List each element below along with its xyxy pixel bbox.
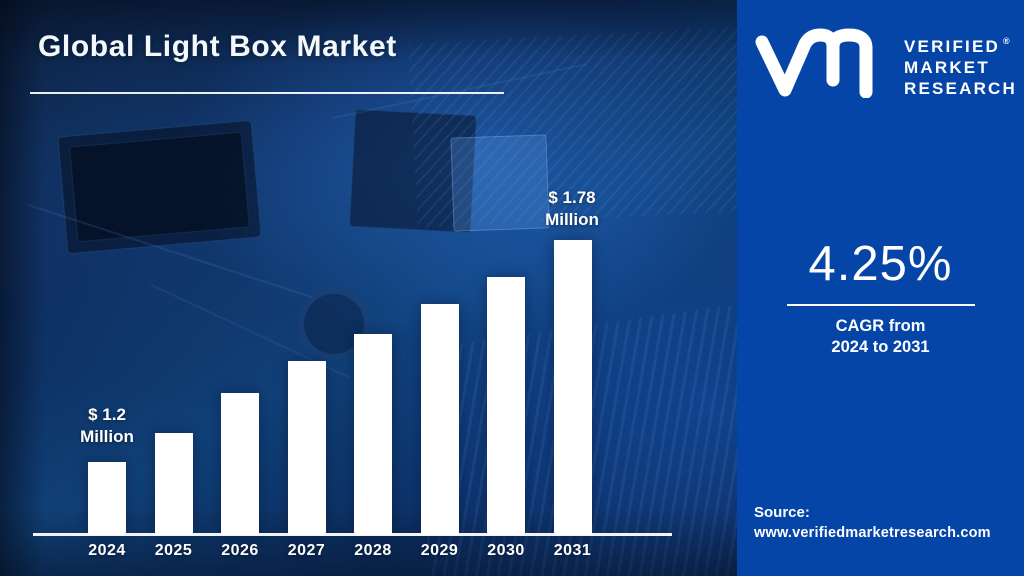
x-tick-label-2024: 2024 [88,542,126,559]
pcb-trace-decoration [332,62,588,120]
bar-2031 [553,240,592,535]
x-tick-label-2025: 2025 [154,542,193,559]
value-label-2031: $ 1.78 Million [517,187,627,231]
value-label-2031-amount: $ 1.78 [548,188,596,207]
x-tick-label-2027: 2027 [287,542,326,559]
value-label-2031-unit: Million [545,210,599,229]
bar-chart: 2024 2025 2026 2027 2028 2029 2030 2031 [88,240,592,559]
bar-2030 [487,277,525,535]
cagr-value: 4.25% [808,237,953,291]
pcb-chip-decoration [348,108,478,234]
bar-column-2029: 2029 [420,240,459,559]
source-label: Source: [754,504,810,521]
brand-wordmark-line2: MARKET [904,58,990,77]
bar-column-2027: 2027 [287,240,326,559]
brand-panel: VERIFIED ® MARKET RESEARCH 4.25% CAGR fro… [737,0,1024,576]
brand-wordmark: VERIFIED ® MARKET RESEARCH [904,31,1017,99]
bar-column-2024: 2024 [88,240,126,559]
brand-wordmark-line3: RESEARCH [904,79,1018,98]
bar-2024 [88,462,126,535]
value-label-2024: $ 1.2 Million [52,404,162,448]
pcb-chip-decoration [57,119,262,255]
bar-2029 [420,304,459,535]
bar-column-2026: 2026 [221,240,259,559]
bar-2027 [287,361,326,535]
x-tick-label-2030: 2030 [487,542,525,559]
vm-monogram-icon [755,28,873,98]
bar-2026 [221,393,259,535]
source-url: www.verifiedmarketresearch.com [754,525,991,541]
cagr-caption-line2: 2024 to 2031 [831,338,930,356]
brand-logo: VERIFIED ® MARKET RESEARCH [752,26,1015,98]
x-tick-label-2026: 2026 [221,542,259,559]
bar-2025 [154,433,193,535]
source-block: Source: www.verifiedmarketresearch.com [754,503,991,543]
chart-section: Global Light Box Market 2024 2025 2026 2027… [0,0,737,576]
x-tick-label-2028: 2028 [354,542,392,559]
registered-trademark-symbol: ® [1003,36,1010,46]
value-label-2024-unit: Million [80,427,134,446]
x-tick-label-2029: 2029 [420,542,459,559]
title-underline [30,92,504,94]
cagr-divider [786,304,975,306]
brand-wordmark-line1: VERIFIED ® [904,31,1017,57]
page-title: Global Light Box Market [38,30,397,63]
brand-word-verified: VERIFIED [904,37,1001,56]
x-tick-label-2031: 2031 [553,542,592,559]
bar-2028 [354,334,392,535]
bar-column-2025: 2025 [154,240,193,559]
cagr-block: 4.25% CAGR from 2024 to 2031 [737,236,1024,358]
value-label-2024-amount: $ 1.2 [88,405,126,424]
x-axis-line [33,533,672,536]
bar-column-2030: 2030 [487,240,525,559]
bar-column-2028: 2028 [354,240,392,559]
cagr-caption-line1: CAGR from [835,317,926,335]
bar-column-2031: 2031 [553,240,592,559]
